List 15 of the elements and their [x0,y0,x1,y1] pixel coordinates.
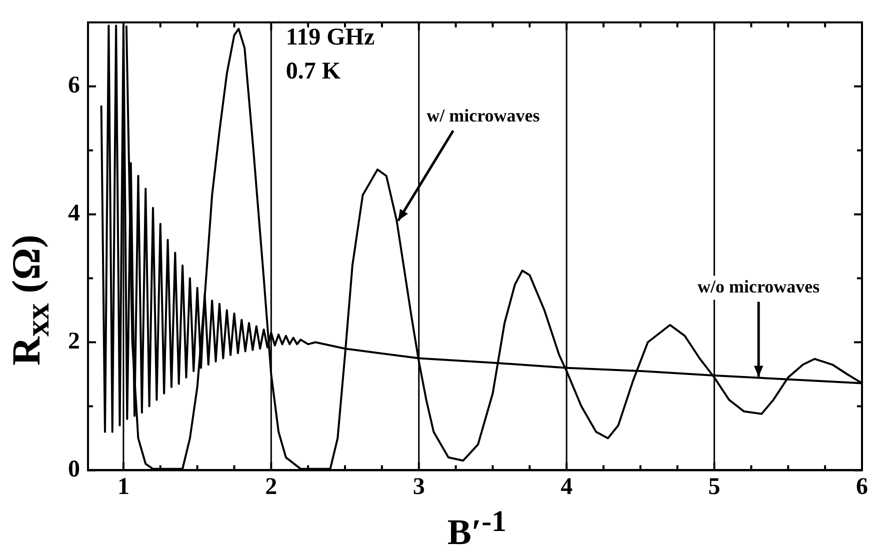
annotation: 0.7 K [286,58,341,85]
y-tick-label: 4 [68,200,80,227]
x-tick-label: 4 [560,474,573,500]
annotation: 119 GHz [286,24,375,51]
y-tick-label: 2 [68,328,80,354]
y-tick-label: 0 [68,456,80,482]
y-tick-label: 6 [68,72,80,99]
x-tick-label: 2 [265,474,278,500]
annotation: w/ microwaves [426,105,540,126]
x-tick-label: 5 [708,474,720,500]
x-tick-label: 1 [117,474,130,500]
x-axis-title: B′$^{-1}$ [446,505,508,549]
x-tick-label: 3 [412,474,425,500]
annotation: w/o microwaves [698,276,820,296]
x-tick-label: 6 [856,474,868,500]
